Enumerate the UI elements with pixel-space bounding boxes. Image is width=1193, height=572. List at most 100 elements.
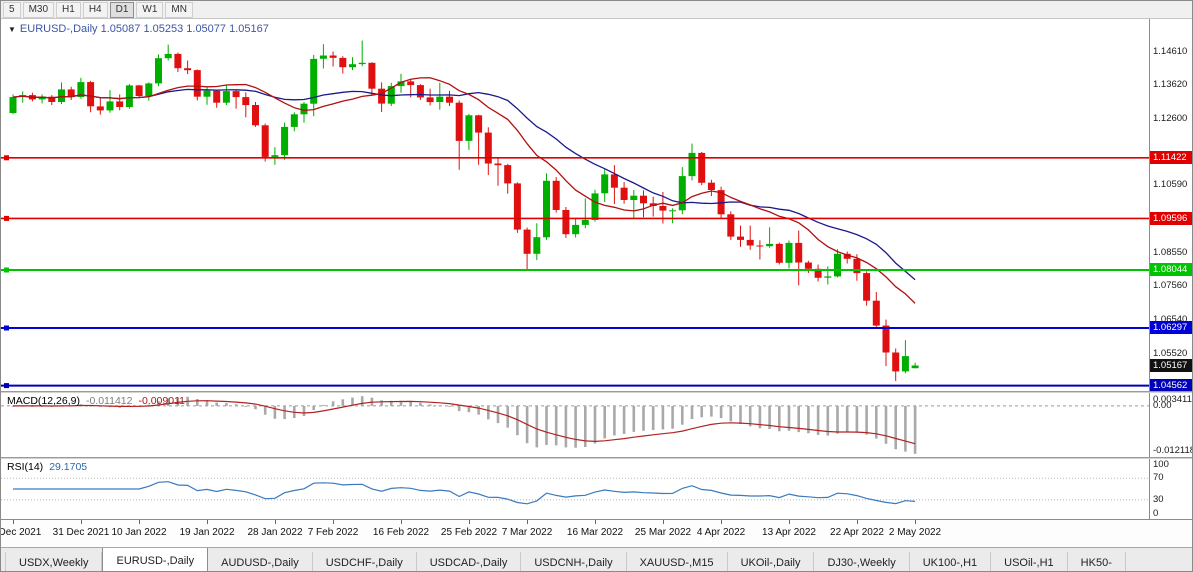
horizontal-line-1.06297[interactable] <box>1 325 1149 331</box>
date-label: 25 Mar 2022 <box>634 527 692 538</box>
chart-tab-xauusd-m15[interactable]: XAUUSD-,M15 <box>627 552 728 571</box>
price-line-badge-1.06297: 1.06297 <box>1150 321 1192 334</box>
chart-tab-usdx-weekly[interactable]: USDX,Weekly <box>5 552 103 571</box>
axis-tick-label: 0.003411 <box>1153 394 1192 405</box>
price-chart-canvas[interactable] <box>1 19 1149 391</box>
date-tick <box>401 520 402 524</box>
axis-tick-label: 0.00 <box>1153 400 1172 411</box>
current-price-badge: 1.05167 <box>1150 359 1192 372</box>
date-tick <box>789 520 790 524</box>
horizontal-line-1.11422[interactable] <box>1 155 1149 161</box>
candles <box>9 40 919 381</box>
axis-tick-label: 1.07560 <box>1153 280 1188 291</box>
date-tick <box>139 520 140 524</box>
date-label: 7 Feb 2022 <box>307 527 359 538</box>
chart-tab-eurusd-daily[interactable]: EURUSD-,Daily <box>102 548 209 571</box>
chart-tab-dj30-weekly[interactable]: DJ30-,Weekly <box>814 552 910 571</box>
date-label: 19 Jan 2022 <box>179 527 235 538</box>
macd-pane[interactable]: MACD(12,26,9) -0.011412 -0.009011 0.003411… <box>1 393 1193 457</box>
rsi-label: RSI(14) 29.1705 <box>7 461 87 473</box>
rsi-canvas[interactable] <box>1 459 1149 519</box>
date-label: 22 Dec 2021 <box>0 527 42 538</box>
chart-tab-usdchf-daily[interactable]: USDCHF-,Daily <box>313 552 417 571</box>
pane-splitter[interactable] <box>1 457 1192 459</box>
chart-tab-usdcad-daily[interactable]: USDCAD-,Daily <box>417 552 522 571</box>
price-line-badge-1.04562: 1.04562 <box>1150 379 1192 391</box>
date-label: 22 Apr 2022 <box>830 527 884 538</box>
date-tick <box>81 520 82 524</box>
axis-tick-label: -0.012118 <box>1153 445 1193 456</box>
date-tick <box>915 520 916 524</box>
date-tick <box>721 520 722 524</box>
price-axis: 1.14610 1.13620 1.12600 1.10590 1.08550 1.075… <box>1149 19 1192 391</box>
ohlc-low: 1.05077 <box>186 23 227 35</box>
collapse-pane-icon[interactable]: ▼ <box>8 25 16 34</box>
date-label: 2 May 2022 <box>888 527 942 538</box>
date-label: 16 Feb 2022 <box>372 527 430 538</box>
price-line-badge-1.11422: 1.11422 <box>1150 151 1192 164</box>
date-label: 13 Apr 2022 <box>762 527 816 538</box>
chart-tab-hk50[interactable]: HK50- <box>1068 552 1126 571</box>
ohlc-high: 1.05253 <box>143 23 184 35</box>
timeframe-button-W1[interactable]: W1 <box>136 1 164 18</box>
axis-tick-label: 1.10590 <box>1153 179 1188 190</box>
date-label: 25 Feb 2022 <box>440 527 498 538</box>
axis-tick-label: 1.13620 <box>1153 79 1188 90</box>
timeframe-button-M30[interactable]: M30 <box>22 1 55 18</box>
chart-tab-usoil-h1[interactable]: USOil-,H1 <box>991 552 1068 571</box>
date-label: 10 Jan 2022 <box>111 527 167 538</box>
date-label: 31 Dec 2021 <box>52 527 110 538</box>
axis-tick-label: 1.12600 <box>1153 113 1188 124</box>
chart-symbol-label: EURUSD-,Daily <box>19 23 98 35</box>
axis-tick-label: 1.08550 <box>1153 247 1188 258</box>
macd-signal-value: -0.009011 <box>138 395 185 407</box>
macd-signal-line <box>13 400 916 445</box>
date-tick <box>207 520 208 524</box>
chart-tab-uk100-h1[interactable]: UK100-,H1 <box>910 552 992 571</box>
axis-tick-label: 1.06540 <box>1153 314 1188 325</box>
rsi-value: 29.1705 <box>49 461 88 473</box>
axis-tick-label: 70 <box>1153 472 1164 483</box>
horizontal-line-1.08044[interactable] <box>1 267 1149 273</box>
pane-splitter[interactable] <box>1 391 1192 393</box>
rsi-pane[interactable]: RSI(14) 29.1705 100 70 30 0 <box>1 459 1192 519</box>
macd-main-value: -0.011412 <box>85 395 133 407</box>
date-label: 16 Mar 2022 <box>566 527 624 538</box>
macd-label: MACD(12,26,9) -0.011412 -0.009011 <box>7 395 185 407</box>
ma-slow-line <box>12 88 916 281</box>
ohlc-open: 1.05087 <box>100 23 141 35</box>
axis-tick-label: 1.05520 <box>1153 348 1188 359</box>
date-tick <box>595 520 596 524</box>
chart-tab-audusd-daily[interactable]: AUDUSD-,Daily <box>208 552 313 571</box>
date-label: 28 Jan 2022 <box>247 527 303 538</box>
axis-tick-label: 1.14610 <box>1153 46 1188 57</box>
chart-tab-usdcnh-daily[interactable]: USDCNH-,Daily <box>521 552 627 571</box>
timeframe-button-H1[interactable]: H1 <box>56 1 81 18</box>
timeframe-button-H4[interactable]: H4 <box>82 1 108 18</box>
price-pane[interactable]: ▼ EURUSD-,Daily 1.05087 1.05253 1.05077 1… <box>1 19 1192 391</box>
price-line-badge-1.08044: 1.08044 <box>1150 263 1192 276</box>
date-tick <box>857 520 858 524</box>
date-tick <box>333 520 334 524</box>
date-label: 7 Mar 2022 <box>501 527 553 538</box>
macd-axis: 0.003411 0.00 -0.012118 <box>1149 393 1193 457</box>
date-tick <box>469 520 470 524</box>
macd-canvas[interactable] <box>1 393 1149 457</box>
chart-tab-ukoil-daily[interactable]: UKOil-,Daily <box>728 552 815 571</box>
rsi-axis: 100 70 30 0 <box>1149 459 1192 519</box>
horizontal-line-1.09596[interactable] <box>1 215 1149 221</box>
date-tick <box>275 520 276 524</box>
timeframe-button-MN[interactable]: MN <box>165 1 193 18</box>
date-tick <box>527 520 528 524</box>
horizontal-line-1.04562[interactable] <box>1 383 1149 389</box>
timeframe-button-D1[interactable]: D1 <box>109 1 135 18</box>
macd-name: MACD(12,26,9) <box>7 395 80 407</box>
ma-fast-line <box>12 77 916 304</box>
axis-tick-label: 0 <box>1153 508 1159 519</box>
timeframe-toolbar: 5 M30 H1 H4 D1 W1 MN <box>1 1 1192 19</box>
date-label: 4 Apr 2022 <box>696 527 746 538</box>
rsi-name: RSI(14) <box>7 461 44 473</box>
timeframe-button-5[interactable]: 5 <box>3 1 21 18</box>
